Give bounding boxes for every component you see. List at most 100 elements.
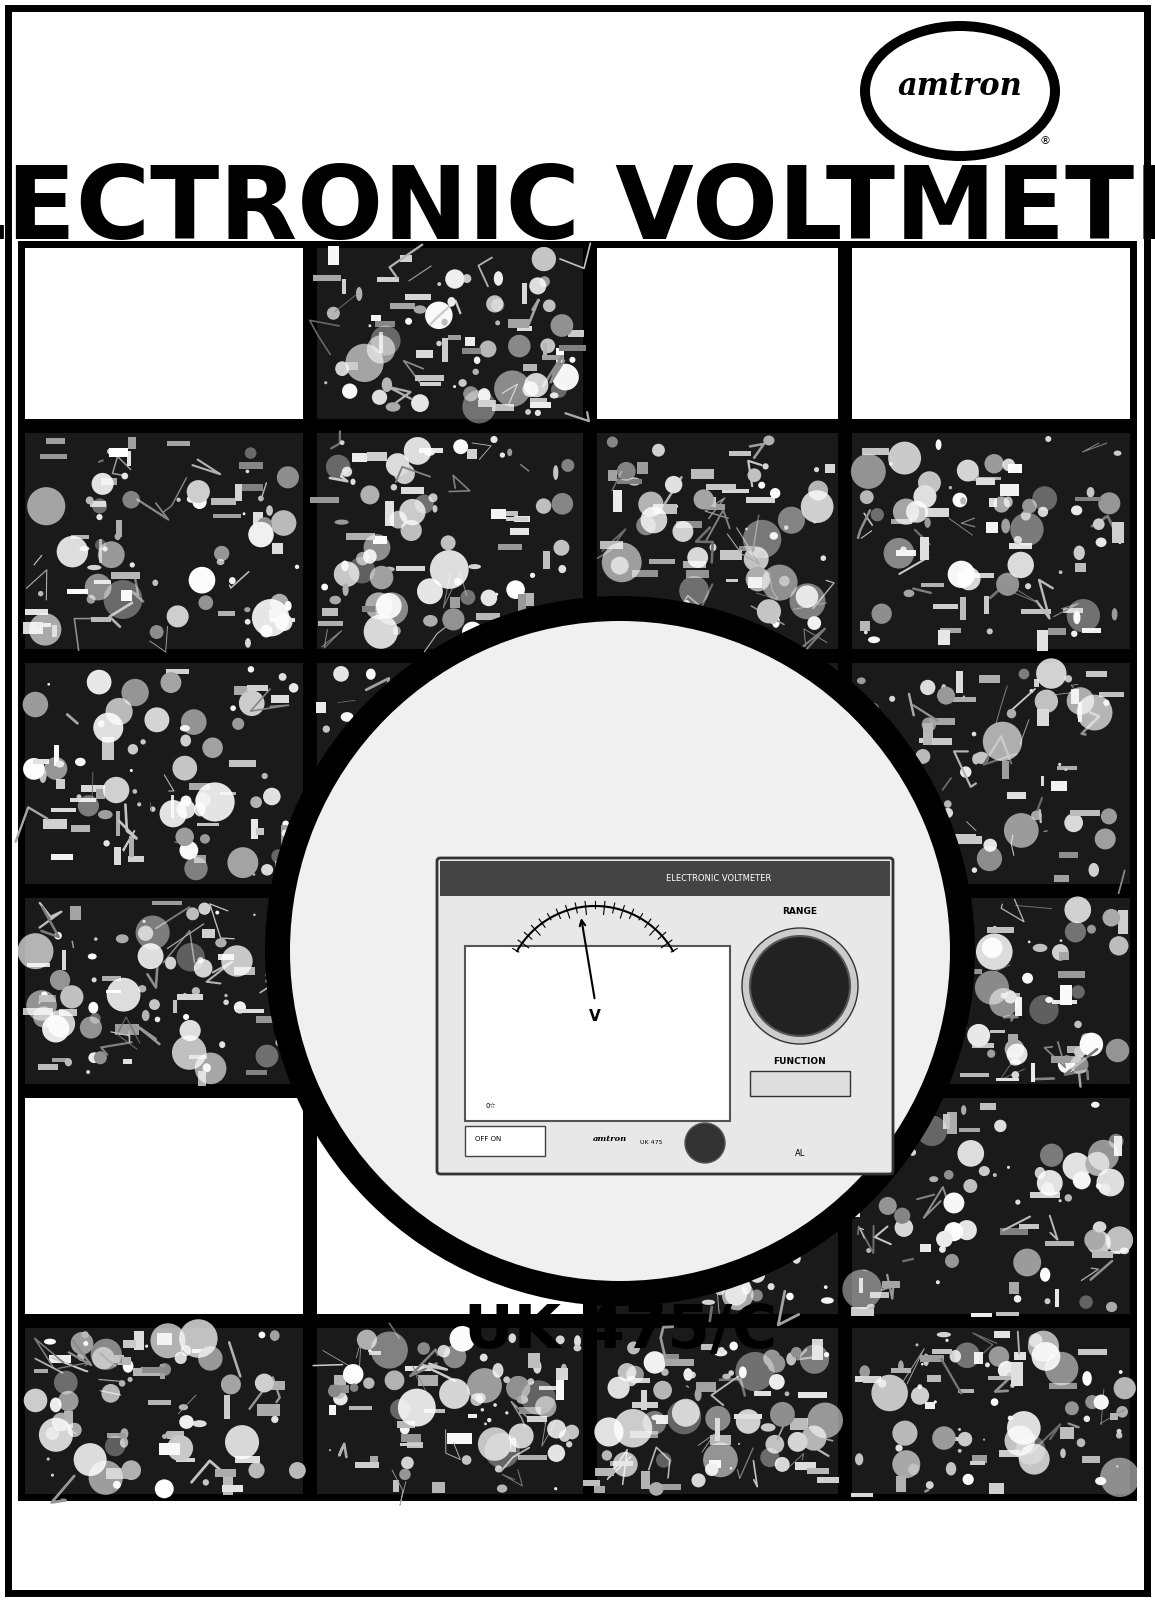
Bar bbox=[166, 440, 191, 445]
Ellipse shape bbox=[1106, 1302, 1117, 1313]
Bar bbox=[539, 1386, 560, 1390]
Bar bbox=[330, 1385, 349, 1393]
Circle shape bbox=[611, 557, 628, 575]
Circle shape bbox=[882, 1025, 919, 1063]
Ellipse shape bbox=[695, 810, 708, 821]
Circle shape bbox=[875, 1057, 895, 1077]
Bar bbox=[959, 1388, 974, 1393]
Circle shape bbox=[654, 1380, 672, 1399]
Bar bbox=[271, 543, 283, 554]
Bar bbox=[371, 315, 381, 322]
Bar bbox=[961, 1073, 989, 1077]
Circle shape bbox=[408, 831, 412, 836]
Circle shape bbox=[720, 744, 736, 760]
Ellipse shape bbox=[142, 1010, 149, 1021]
Circle shape bbox=[340, 440, 344, 445]
Bar bbox=[418, 1375, 438, 1386]
Circle shape bbox=[707, 663, 718, 674]
Bar bbox=[702, 498, 715, 508]
Circle shape bbox=[757, 599, 781, 623]
Circle shape bbox=[675, 1286, 678, 1289]
Ellipse shape bbox=[364, 1335, 371, 1345]
Bar bbox=[495, 857, 517, 861]
Circle shape bbox=[1019, 669, 1029, 679]
Circle shape bbox=[133, 789, 137, 794]
Bar bbox=[424, 1409, 445, 1414]
Bar bbox=[544, 629, 559, 636]
Bar bbox=[432, 762, 462, 768]
Ellipse shape bbox=[974, 752, 989, 764]
Circle shape bbox=[1065, 1401, 1079, 1415]
Circle shape bbox=[1074, 1045, 1086, 1058]
Ellipse shape bbox=[1071, 506, 1082, 516]
Bar bbox=[176, 1459, 195, 1462]
Bar bbox=[493, 511, 519, 516]
Circle shape bbox=[429, 493, 438, 503]
Circle shape bbox=[566, 1441, 573, 1447]
Bar bbox=[891, 1369, 911, 1374]
Circle shape bbox=[264, 596, 975, 1306]
Circle shape bbox=[390, 1399, 411, 1420]
Bar bbox=[1103, 1250, 1120, 1254]
Circle shape bbox=[462, 621, 483, 642]
Circle shape bbox=[895, 1218, 914, 1238]
Circle shape bbox=[542, 706, 557, 722]
Circle shape bbox=[556, 1335, 565, 1345]
Bar bbox=[707, 504, 725, 509]
Bar bbox=[1049, 628, 1066, 636]
Ellipse shape bbox=[1033, 945, 1048, 953]
Ellipse shape bbox=[424, 448, 435, 456]
Circle shape bbox=[879, 1183, 882, 1186]
Circle shape bbox=[888, 442, 921, 474]
Bar bbox=[867, 809, 888, 815]
Ellipse shape bbox=[1031, 810, 1042, 820]
Circle shape bbox=[193, 495, 207, 509]
Circle shape bbox=[389, 511, 407, 528]
Circle shape bbox=[1014, 1295, 1021, 1303]
Ellipse shape bbox=[192, 988, 200, 996]
Circle shape bbox=[984, 455, 1004, 474]
Bar bbox=[852, 898, 1130, 1084]
Ellipse shape bbox=[433, 740, 445, 754]
Ellipse shape bbox=[978, 1166, 990, 1177]
Circle shape bbox=[1083, 1415, 1090, 1422]
Circle shape bbox=[679, 576, 709, 605]
Circle shape bbox=[807, 825, 832, 849]
Circle shape bbox=[937, 687, 955, 704]
Circle shape bbox=[222, 945, 253, 977]
Circle shape bbox=[404, 437, 432, 464]
Bar bbox=[396, 565, 425, 570]
Circle shape bbox=[917, 1385, 922, 1390]
Bar bbox=[632, 570, 658, 576]
Circle shape bbox=[1065, 676, 1072, 682]
Ellipse shape bbox=[508, 1334, 516, 1343]
Circle shape bbox=[104, 580, 142, 620]
Circle shape bbox=[742, 929, 858, 1044]
Bar bbox=[516, 325, 532, 331]
Bar bbox=[947, 1111, 957, 1135]
Bar bbox=[852, 1327, 1130, 1494]
Ellipse shape bbox=[478, 387, 491, 403]
Bar bbox=[882, 1281, 900, 1289]
Circle shape bbox=[1015, 1199, 1020, 1204]
Circle shape bbox=[1094, 1394, 1109, 1410]
Bar bbox=[127, 451, 131, 466]
Circle shape bbox=[562, 754, 565, 756]
Circle shape bbox=[1087, 925, 1096, 933]
Bar bbox=[49, 1354, 70, 1362]
Circle shape bbox=[422, 740, 439, 757]
Circle shape bbox=[535, 1396, 557, 1417]
Bar bbox=[329, 1406, 336, 1415]
Circle shape bbox=[490, 775, 511, 796]
Circle shape bbox=[397, 1388, 435, 1426]
Ellipse shape bbox=[516, 1394, 528, 1404]
Bar bbox=[1037, 631, 1049, 652]
Circle shape bbox=[971, 732, 976, 736]
Circle shape bbox=[560, 733, 567, 740]
Bar bbox=[610, 1462, 633, 1467]
Bar bbox=[1030, 1193, 1059, 1198]
Circle shape bbox=[278, 672, 286, 680]
Circle shape bbox=[456, 677, 489, 709]
Bar bbox=[350, 852, 366, 860]
Bar bbox=[724, 735, 730, 751]
